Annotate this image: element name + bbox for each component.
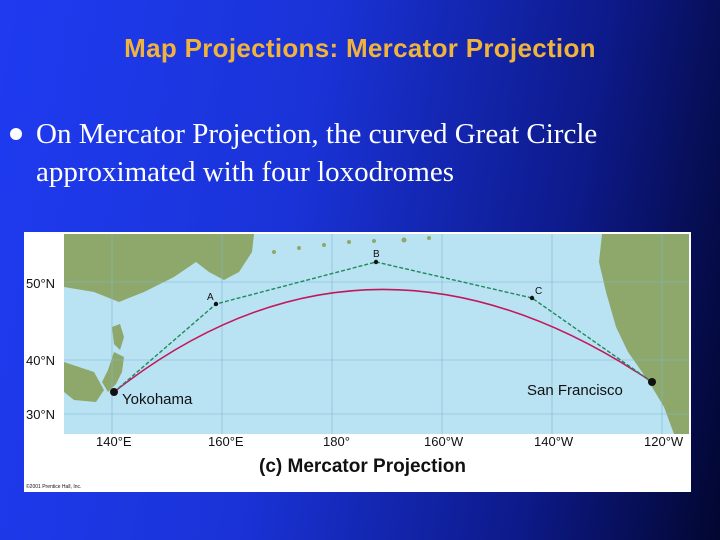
lon-label-120w: 120°W (644, 434, 684, 449)
hokkaido-island (112, 324, 124, 350)
map-caption: (c) Mercator Projection (259, 456, 466, 477)
waypoint-c-label: C (535, 286, 542, 297)
north-america-landmass (599, 234, 689, 434)
lon-label-160w: 160°W (424, 434, 464, 449)
lat-label-50n: 50°N (26, 276, 55, 291)
great-circle-route (113, 288, 653, 393)
map-svg: A B C Yokohama San Francisco 50°N 40°N 3… (26, 234, 689, 490)
san-francisco-label: San Francisco (527, 382, 623, 399)
lon-label-140w: 140°W (534, 434, 574, 449)
bullet-text: On Mercator Projection, the curved Great… (36, 118, 598, 188)
slide-title: Map Projections: Mercator Projection (124, 33, 596, 63)
graticule (64, 234, 689, 434)
asia-coast (64, 362, 104, 402)
yokohama-label: Yokohama (122, 391, 193, 408)
aleutian-islands (272, 236, 431, 254)
san-francisco-marker (648, 378, 656, 386)
yokohama-marker (110, 388, 118, 396)
waypoint-c-marker (529, 295, 535, 301)
lat-label-30n: 30°N (26, 407, 55, 422)
waypoint-a-marker (213, 301, 219, 307)
lon-label-140e: 140°E (96, 434, 132, 449)
lat-label-40n: 40°N (26, 353, 55, 368)
lon-label-160e: 160°E (208, 434, 244, 449)
copyright-text: ©2001 Prentice Hall, Inc. (26, 483, 81, 490)
mercator-map-figure: A B C Yokohama San Francisco 50°N 40°N 3… (24, 232, 691, 492)
siberia-landmass (64, 234, 254, 302)
honshu-island (102, 352, 124, 392)
waypoint-b-label: B (373, 249, 380, 260)
bullet-dot-icon (10, 128, 22, 140)
waypoint-b-marker (373, 259, 379, 265)
lon-label-180: 180° (323, 434, 350, 449)
waypoint-a-label: A (207, 292, 214, 303)
